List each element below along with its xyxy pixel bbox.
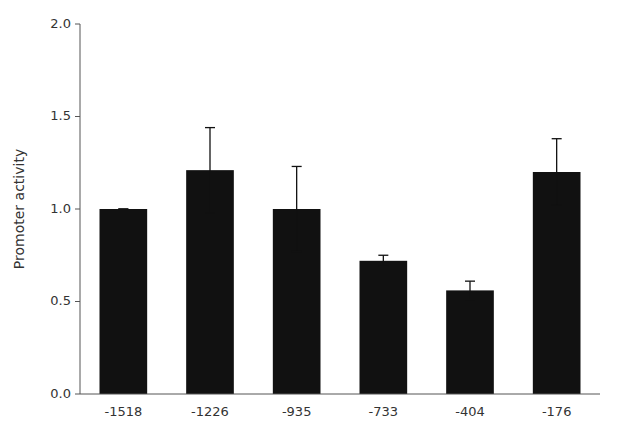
error-cap [118,208,128,209]
error-cap [205,127,215,128]
y-tick [75,24,80,25]
error-bar [205,128,215,213]
x-tick-label: -176 [542,404,572,419]
error-cap [465,299,475,300]
chart-container: 0.0 0.5 1.0 1.5 2.0 -1518 -1226 -935 -733 -404 -17… [0,0,630,446]
bar [533,172,581,394]
y-tick [75,209,80,210]
y-tick-label: 0.0 [50,386,71,401]
error-cap [292,251,302,252]
chart-svg: 0.0 0.5 1.0 1.5 2.0 -1518 -1226 -935 -733 -404 -17… [0,0,630,446]
error-cap [205,212,215,213]
error-line [556,139,557,206]
x-tick-label: -935 [282,404,312,419]
error-bar [552,139,562,206]
error-line [209,128,210,213]
y-tick-label: 0.5 [50,293,71,308]
error-cap [378,255,388,256]
bar [360,261,408,394]
bar [446,290,494,394]
x-tick-label: -733 [369,404,399,419]
bars [100,170,581,394]
x-axis-line [80,394,600,395]
error-line [383,255,384,266]
y-tick-label: 1.5 [50,108,71,123]
error-bar [292,166,302,251]
x-tick-label: -1226 [191,404,229,419]
y-tick [75,301,80,302]
error-bars [118,128,561,300]
y-tick-label: 1.0 [50,201,71,216]
y-tick [75,116,80,117]
y-tick-label: 2.0 [50,16,71,31]
bar [100,209,148,394]
error-cap [292,166,302,167]
error-cap [465,280,475,281]
error-line [469,281,470,300]
axes: 0.0 0.5 1.0 1.5 2.0 -1518 -1226 -935 -733 -404 -17… [50,16,600,420]
y-tick [75,394,80,395]
error-bar [465,281,475,300]
x-tick-label: -1518 [104,404,142,419]
error-bar [118,209,128,210]
error-cap [552,138,562,139]
error-cap [552,205,562,206]
error-cap [118,208,128,209]
x-tick-label: -404 [455,404,485,419]
error-line [296,166,297,251]
error-cap [378,266,388,267]
error-bar [378,255,388,266]
y-axis-label: Promoter activity [11,149,27,269]
